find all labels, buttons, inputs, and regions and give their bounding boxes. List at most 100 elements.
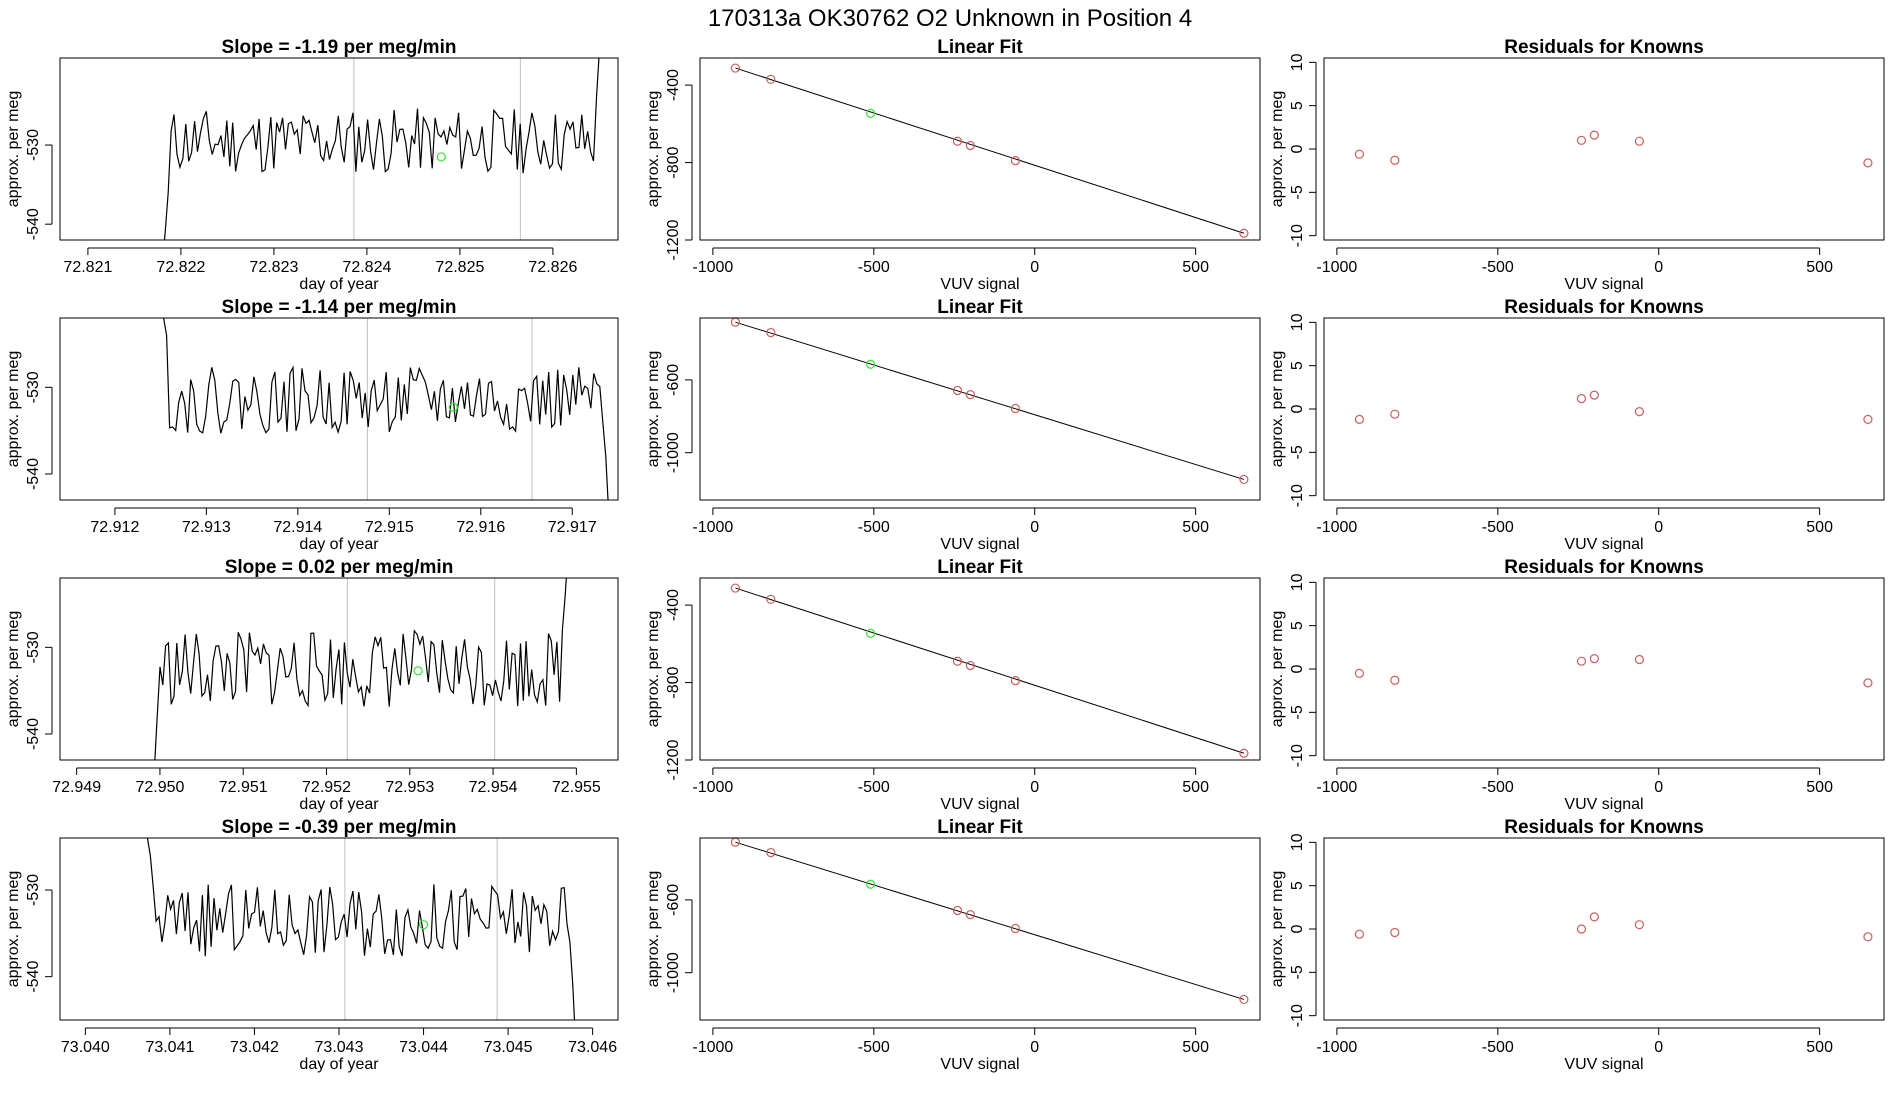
x-tick-label: 500 bbox=[1806, 259, 1833, 276]
x-tick-label: 73.046 bbox=[568, 1039, 617, 1056]
time-series-line bbox=[163, 58, 600, 240]
x-tick-label: 72.951 bbox=[219, 779, 268, 796]
plot-border bbox=[699, 837, 1261, 1021]
x-tick-label: -500 bbox=[858, 519, 890, 536]
y-tick-label: -800 bbox=[665, 146, 682, 178]
x-tick-label: 73.040 bbox=[61, 1039, 110, 1056]
plot-border bbox=[59, 837, 619, 1021]
y-tick-label: 10 bbox=[1289, 53, 1306, 71]
x-tick-label: 0 bbox=[1030, 779, 1039, 796]
linear-fit-line bbox=[735, 841, 1245, 1000]
x-tick-label: -500 bbox=[858, 259, 890, 276]
x-tick-label: -500 bbox=[858, 779, 890, 796]
x-tick-label: 72.949 bbox=[52, 779, 101, 796]
x-tick-label: -1000 bbox=[1316, 1039, 1357, 1056]
y-tick-label: -5 bbox=[1289, 185, 1306, 199]
x-tick-label: 72.824 bbox=[342, 259, 391, 276]
known-point bbox=[1390, 409, 1400, 419]
x-tick-label: 0 bbox=[1654, 519, 1663, 536]
panel-row3-residuals: Residuals for Knowns -1000 -500 0 500 VUV sig… bbox=[1269, 557, 1885, 813]
linear-fit-line bbox=[735, 321, 1245, 480]
panel-title: Slope = 0.02 per meg/min bbox=[225, 557, 454, 578]
unknown-point bbox=[448, 402, 458, 412]
x-tick-label: 500 bbox=[1182, 259, 1209, 276]
y-tick-label: -1000 bbox=[665, 952, 682, 993]
x-tick-label: 72.821 bbox=[63, 259, 112, 276]
known-point bbox=[766, 327, 776, 338]
x-tick-label: -1000 bbox=[692, 519, 733, 536]
plot-border bbox=[59, 317, 619, 501]
panel-title: Slope = -1.14 per meg/min bbox=[222, 297, 457, 318]
known-point bbox=[1589, 653, 1599, 664]
known-point bbox=[766, 74, 776, 84]
panel-row2-timeseries: Slope = -1.14 per meg/min 72.912 72.913 72.… bbox=[5, 297, 619, 553]
linear-fit-line bbox=[735, 67, 1245, 234]
known-point bbox=[952, 385, 963, 396]
x-axis-label: day of year bbox=[299, 796, 379, 813]
x-axis-label: VUV signal bbox=[1564, 276, 1643, 293]
known-point bbox=[1576, 394, 1587, 404]
known-point bbox=[1634, 407, 1645, 417]
known-point bbox=[1863, 932, 1873, 942]
x-tick-label: -1000 bbox=[1316, 259, 1357, 276]
y-tick-label: -5 bbox=[1289, 705, 1306, 719]
panel-row4-timeseries: Slope = -0.39 per meg/min 73.040 73.041 73.… bbox=[5, 817, 619, 1073]
known-point bbox=[1576, 656, 1587, 666]
y-tick-label: -540 bbox=[25, 208, 42, 240]
y-tick-label: -5 bbox=[1289, 965, 1306, 979]
panel-row3-fit: Linear Fit -1000 -500 0 500 VUV signal -1200 -8… bbox=[645, 557, 1261, 813]
unknown-point bbox=[413, 666, 423, 676]
plot-border bbox=[699, 317, 1261, 501]
y-tick-label: -10 bbox=[1289, 1004, 1306, 1027]
x-tick-label: 500 bbox=[1806, 519, 1833, 536]
panel-row3-timeseries: Slope = 0.02 per meg/min 72.949 72.950 72.9… bbox=[5, 557, 619, 813]
x-tick-label: 72.823 bbox=[249, 259, 298, 276]
known-point bbox=[1354, 414, 1365, 424]
panel-grid: Slope = -1.19 per meg/min 72.821 72.822 72.… bbox=[5, 37, 1885, 1073]
panel-title: Linear Fit bbox=[937, 557, 1023, 578]
x-tick-label: 72.917 bbox=[548, 519, 597, 536]
time-series-line bbox=[146, 838, 576, 1020]
y-tick-label: -600 bbox=[665, 364, 682, 396]
x-tick-label: 0 bbox=[1654, 259, 1663, 276]
unknown-point bbox=[865, 108, 876, 118]
known-point bbox=[952, 656, 963, 666]
panel-title: Residuals for Knowns bbox=[1504, 557, 1704, 578]
x-tick-label: 500 bbox=[1182, 779, 1209, 796]
y-tick-label: 5 bbox=[1289, 361, 1306, 370]
known-point bbox=[1390, 927, 1400, 938]
x-axis-label: VUV signal bbox=[1564, 796, 1643, 813]
panel-title: Slope = -1.19 per meg/min bbox=[222, 37, 457, 58]
panel-title: Residuals for Knowns bbox=[1504, 37, 1704, 58]
plot-border bbox=[59, 577, 619, 761]
x-tick-label: -1000 bbox=[1316, 779, 1357, 796]
y-tick-label: -10 bbox=[1289, 744, 1306, 767]
y-tick-label: -10 bbox=[1289, 224, 1306, 247]
x-tick-label: 0 bbox=[1030, 259, 1039, 276]
x-tick-label: 72.954 bbox=[469, 779, 518, 796]
plot-border bbox=[1323, 577, 1885, 761]
known-point bbox=[1589, 390, 1599, 400]
x-tick-label: 72.952 bbox=[302, 779, 351, 796]
known-point bbox=[1239, 228, 1249, 238]
x-tick-label: -500 bbox=[1482, 519, 1514, 536]
known-point bbox=[1634, 654, 1645, 665]
y-axis-label: approx. per meg bbox=[5, 871, 22, 988]
y-axis-label: approx. per meg bbox=[1269, 351, 1286, 468]
x-axis-label: VUV signal bbox=[940, 536, 1019, 553]
y-tick-label: -530 bbox=[25, 631, 42, 663]
known-point bbox=[1010, 676, 1021, 686]
x-tick-label: -500 bbox=[1482, 259, 1514, 276]
y-tick-label: -400 bbox=[665, 69, 682, 101]
time-series-line bbox=[154, 578, 567, 760]
known-point bbox=[1239, 474, 1249, 485]
y-tick-label: -1200 bbox=[665, 739, 682, 780]
y-tick-label: 10 bbox=[1289, 833, 1306, 851]
y-axis-label: approx. per meg bbox=[645, 91, 662, 208]
panel-title: Linear Fit bbox=[937, 37, 1023, 58]
known-point bbox=[1354, 668, 1365, 678]
panel-title: Linear Fit bbox=[937, 297, 1023, 318]
known-point bbox=[1863, 678, 1873, 688]
x-tick-label: -500 bbox=[1482, 1039, 1514, 1056]
x-axis-label: VUV signal bbox=[940, 1056, 1019, 1073]
